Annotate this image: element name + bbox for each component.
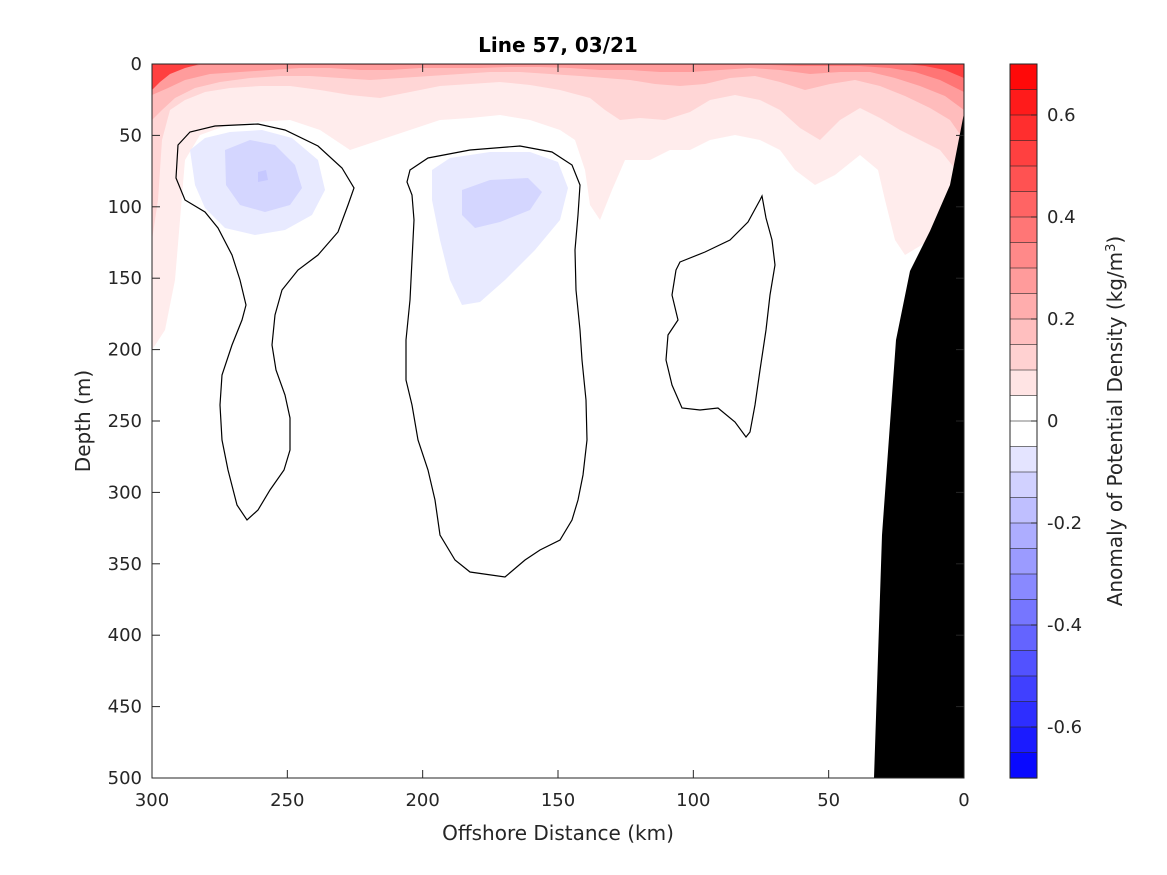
colorbar-cell (1009, 548, 1038, 575)
x-axis: 300 250 200 150 100 50 0 (135, 64, 970, 811)
zero-contour-3 (665, 194, 776, 438)
plot-area: 300 250 200 150 100 50 0 050100150200250300350… (71, 33, 970, 845)
y-tick-label: 350 (108, 554, 142, 575)
colorbar-cell (1009, 446, 1038, 473)
x-axis-label: Offshore Distance (km) (442, 821, 674, 845)
x-tick-label: 50 (817, 790, 840, 811)
colorbar-tick-label: -0.4 (1047, 615, 1082, 636)
colorbar-label-main: Anomaly of Potential Density (kg/m (1103, 252, 1127, 606)
y-tick-label: 400 (108, 625, 142, 646)
y-tick-label: 450 (108, 697, 142, 718)
colorbar-cell (1009, 395, 1038, 422)
y-tick-label: 0 (131, 54, 142, 75)
x-tick-label: 200 (405, 790, 439, 811)
colorbar-cell (1009, 114, 1038, 142)
colorbar-cell (1009, 267, 1038, 295)
colorbar-cell (1009, 191, 1038, 218)
colorbar-cell (1009, 165, 1038, 193)
colorbar-cell (1009, 344, 1038, 371)
y-axis-label: Depth (m) (71, 370, 95, 472)
y-tick-label: 200 (108, 340, 142, 361)
colorbar-cell (1009, 650, 1038, 677)
colorbar-cell (1009, 471, 1038, 499)
colorbar-cell (1009, 573, 1038, 601)
bathymetry-shelf (874, 113, 964, 778)
colorbar-ticks: 0.6 0.4 0.2 0 -0.2 -0.4 -0.6 (1031, 105, 1082, 738)
colorbar-cell (1009, 497, 1038, 524)
zero-contour-2 (405, 145, 588, 578)
negative-core-2-inner (462, 178, 542, 228)
colorbar-label-suffix: ) (1103, 236, 1127, 244)
zero-contour-1 (175, 123, 355, 521)
x-tick-label: 100 (676, 790, 710, 811)
colorbar-cell (1009, 369, 1038, 397)
colorbar-tick-label: -0.6 (1047, 717, 1082, 738)
colorbar-cell (1009, 675, 1038, 703)
x-tick-label: 150 (541, 790, 575, 811)
y-tick-label: 500 (108, 768, 142, 789)
colorbar-cell (1009, 420, 1038, 448)
colorbar-tick-label: 0.6 (1047, 105, 1076, 126)
chart-title: Line 57, 03/21 (478, 33, 638, 57)
colorbar-cell (1009, 726, 1038, 754)
x-tick-label: 0 (958, 790, 969, 811)
surface-layer-0-40 (152, 64, 964, 92)
negative-core-1-center (258, 170, 268, 182)
y-tick-label: 100 (108, 197, 142, 218)
surface-layer-0-05 (152, 64, 964, 350)
y-tick-label: 150 (108, 268, 142, 289)
colorbar-tick-label: 0.2 (1047, 309, 1076, 330)
colorbar-label: Anomaly of Potential Density (kg/m3) (1103, 236, 1127, 606)
colorbar-cell (1009, 140, 1038, 167)
colorbar-cell (1009, 216, 1038, 244)
colorbar-cell (1009, 599, 1038, 626)
y-axis: 0 50 100 150 200 250 300 350 400 450 500 (108, 54, 964, 789)
colorbar: 0.6 0.4 0.2 0 -0.2 -0.4 -0.6 Anomaly of Potent… (1009, 63, 1127, 779)
colorbar-tick-label: 0.4 (1047, 207, 1076, 228)
x-tick-label: 300 (135, 790, 169, 811)
colorbar-cell (1009, 318, 1038, 346)
surface-layer-0-30 (152, 64, 964, 110)
x-tick-label: 250 (270, 790, 304, 811)
colorbar-cell (1009, 752, 1038, 779)
colorbar-tick-label: -0.2 (1047, 513, 1082, 534)
colorbar-tick-label: 0 (1047, 411, 1058, 432)
y-tick-label: 50 (119, 125, 142, 146)
colorbar-cell (1009, 293, 1038, 320)
colorbar-cell (1009, 624, 1038, 652)
colorbar-label-exponent: 3 (1104, 244, 1119, 252)
y-tick-label: 250 (108, 411, 142, 432)
y-tick-label: 300 (108, 482, 142, 503)
colorbar-cell (1009, 63, 1038, 91)
contour-field (152, 64, 964, 778)
colorbar-cell (1009, 522, 1038, 550)
colorbar-cell (1009, 242, 1038, 269)
colorbar-cell (1009, 89, 1038, 116)
colorbar-cell (1009, 701, 1038, 728)
